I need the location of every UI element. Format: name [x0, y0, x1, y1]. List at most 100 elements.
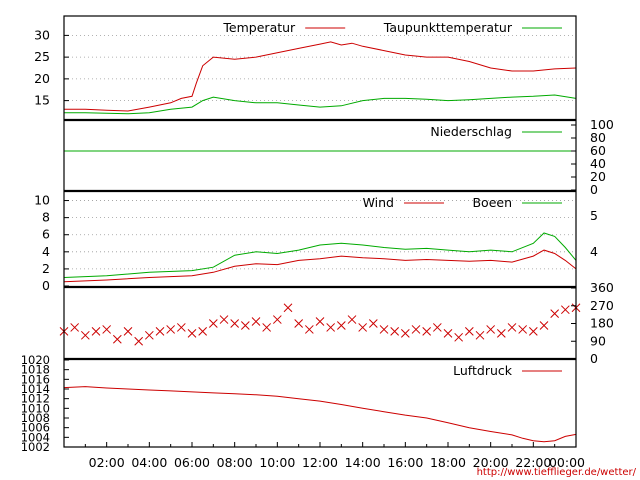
wind-direction-marker — [411, 325, 421, 334]
x-tick-label: 02:00 — [89, 455, 125, 470]
wind-direction-marker — [283, 303, 293, 313]
wind-direction-marker — [358, 323, 368, 332]
y-tick-label: 8 — [42, 210, 50, 225]
y-tick-label: 0 — [42, 278, 50, 293]
wind-direction-marker — [379, 325, 389, 334]
text-layer: 02:00 04:00 06:00 08:00 10:00 12:00 14:00 16:00… — [21, 20, 614, 470]
wind-series-line-1 — [63, 249, 577, 283]
wind-direction-marker — [240, 321, 250, 330]
y-tick-label: 1002 — [21, 440, 50, 454]
wind-direction-marker — [560, 305, 570, 315]
y-tick-label-right: 80 — [590, 130, 606, 145]
wind-direction-marker — [528, 327, 538, 336]
x-tick-label: 06:00 — [174, 455, 210, 470]
y-tick-label-right: 270 — [590, 298, 614, 313]
temperature-series-line-2 — [64, 94, 577, 115]
wind-direction-marker — [187, 329, 197, 338]
wind-direction-marker — [496, 329, 506, 338]
legend-label: Wind — [363, 195, 394, 210]
y-tick-label-right: 20 — [590, 169, 606, 184]
wind-direction-marker — [336, 321, 346, 330]
wind-direction-marker — [198, 327, 208, 336]
y-tick-label: 1008 — [21, 411, 50, 425]
legend-label: Temperatur — [222, 20, 296, 35]
y-tick-label-right: 60 — [590, 143, 606, 158]
y-tick-label: 2 — [42, 261, 50, 276]
legend-label: Niederschlag — [430, 124, 512, 139]
wind-direction-marker — [400, 329, 410, 338]
y-tick-label: 6 — [42, 227, 50, 242]
wind-direction-marker — [454, 332, 464, 342]
y-tick-label-right: 0 — [590, 182, 598, 197]
plot-frame — [63, 15, 577, 448]
wind-direction-marker — [507, 323, 517, 332]
wind-direction-marker — [326, 323, 336, 332]
wind-direction-marker — [422, 327, 432, 336]
y-tick-label: 1016 — [21, 372, 50, 386]
credit-url: http://www.tiefflieger.de/wetter/ — [477, 467, 637, 478]
y-tick-label: 20 — [34, 71, 50, 86]
y-tick-label: 1006 — [21, 421, 50, 435]
y-tick-label-right: 90 — [590, 333, 606, 348]
y-tick-label: 15 — [34, 93, 50, 108]
x-tick-label: 16:00 — [387, 455, 423, 470]
wind-direction-marker — [155, 327, 165, 336]
y-tick-label: 25 — [34, 49, 50, 64]
y-tick-label: 1014 — [21, 382, 50, 396]
x-tick-label: 12:00 — [302, 455, 338, 470]
wind-direction-marker — [272, 315, 282, 324]
wind-direction-marker — [80, 330, 90, 340]
y-tick-label: 1004 — [21, 430, 50, 444]
wind-direction-marker — [208, 319, 218, 328]
wind-direction-marker — [70, 323, 80, 332]
wind-direction-marker — [91, 327, 101, 336]
wind-series-line-2 — [63, 232, 577, 278]
y-tick-label: 4 — [42, 244, 50, 259]
y-tick-label-right: 5 — [590, 208, 598, 223]
y-tick-label: 30 — [34, 27, 50, 42]
legend-label: Taupunkttemperatur — [383, 20, 513, 35]
x-tick-label: 18:00 — [430, 455, 466, 470]
wind-direction-marker — [262, 323, 272, 332]
x-tick-label: 04:00 — [131, 455, 167, 470]
wind-direction-marker — [432, 323, 442, 332]
wind-direction-marker — [176, 323, 186, 332]
wind-direction-marker — [443, 329, 453, 338]
x-tick-label: 10:00 — [259, 455, 295, 470]
wind-direction-marker — [134, 336, 144, 346]
y-tick-label-right: 100 — [590, 117, 614, 132]
wind-direction-marker — [219, 315, 229, 324]
wind-direction-marker — [518, 325, 528, 334]
wind-direction-marker — [475, 330, 485, 340]
wind-direction-marker — [368, 319, 378, 328]
y-tick-label-right: 40 — [590, 156, 606, 171]
x-tick-label: 22:00 — [515, 455, 551, 470]
y-tick-label: 1018 — [21, 363, 50, 377]
wind-direction-marker — [294, 319, 304, 328]
grid-layer — [64, 34, 576, 270]
wind-direction-marker — [315, 317, 325, 326]
wind-direction-marker — [230, 319, 240, 328]
data-layer — [59, 27, 581, 443]
wind-direction-marker — [390, 327, 400, 336]
x-tick-label: 00:00 — [549, 455, 585, 470]
legend-label: Boeen — [472, 195, 512, 210]
y-tick-label: 10 — [34, 193, 50, 208]
axes-layer — [63, 15, 577, 448]
legend-label: Luftdruck — [453, 363, 513, 378]
y-tick-label-right: 0 — [590, 351, 598, 366]
wind-direction-marker — [112, 334, 122, 344]
wind-direction-marker — [539, 321, 549, 330]
y-tick-label: 1010 — [21, 401, 50, 415]
wind-direction-marker — [144, 330, 154, 340]
wind-direction-marker — [304, 325, 314, 334]
wind-direction-marker — [166, 325, 176, 334]
y-tick-label: 1020 — [21, 353, 50, 367]
y-tick-label-right: 4 — [590, 244, 598, 259]
wind-direction-marker — [251, 317, 261, 326]
y-tick-label: 1012 — [21, 392, 50, 406]
wind-direction-marker — [102, 325, 112, 334]
wind-direction-marker — [123, 327, 133, 336]
y-tick-label-right: 360 — [590, 280, 614, 295]
